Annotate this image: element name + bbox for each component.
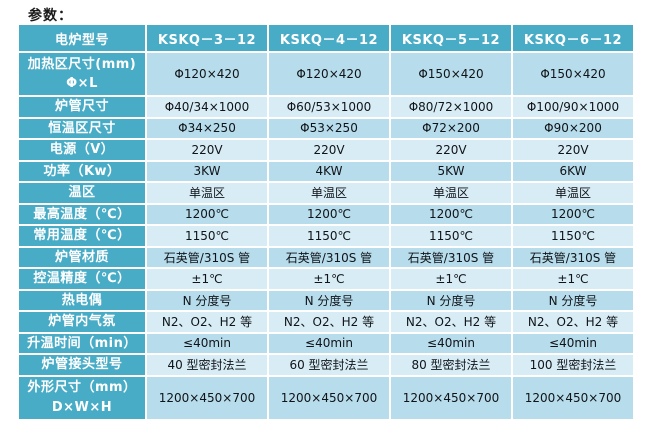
cell: N 分度号: [391, 290, 511, 310]
header-row: 电炉型号 KSKQ－3－12 KSKQ－4－12 KSKQ－5－12 KSKQ－…: [19, 25, 633, 51]
cell: 单温区: [147, 183, 267, 203]
row-label: 炉管材质: [19, 247, 145, 267]
cell: ≤40min: [513, 333, 633, 353]
cell: 220V: [391, 140, 511, 160]
table-row-heatup-time: 升温时间（min） ≤40min ≤40min ≤40min ≤40min: [19, 333, 633, 353]
cell: 1200×450×700: [513, 376, 633, 419]
cell: N 分度号: [269, 290, 389, 310]
furnace-specs-table: 电炉型号 KSKQ－3－12 KSKQ－4－12 KSKQ－5－12 KSKQ－…: [17, 23, 635, 421]
table-row-power-supply: 电源（V） 220V 220V 220V 220V: [19, 140, 633, 160]
cell: Φ80/72×1000: [391, 97, 511, 117]
table-row-temp-zones: 温区 单温区 单温区 单温区 单温区: [19, 183, 633, 203]
cell: 220V: [147, 140, 267, 160]
cell: 1200℃: [391, 204, 511, 224]
table-row-tube-flange-model: 炉管接头型号 40 型密封法兰 60 型密封法兰 80 型密封法兰 100 型密…: [19, 355, 633, 375]
cell: N2、O2、H2 等: [513, 312, 633, 332]
cell: 80 型密封法兰: [391, 355, 511, 375]
cell: Φ150×420: [513, 53, 633, 95]
col-header-kskq-5-12: KSKQ－5－12: [391, 25, 511, 51]
row-label: 温区: [19, 183, 145, 203]
cell: N2、O2、H2 等: [147, 312, 267, 332]
cell: 单温区: [269, 183, 389, 203]
cell: Φ120×420: [147, 53, 267, 95]
cell: Φ150×420: [391, 53, 511, 95]
cell: 3KW: [147, 161, 267, 181]
cell: ≤40min: [391, 333, 511, 353]
cell: Φ34×250: [147, 118, 267, 138]
cell: Φ72×200: [391, 118, 511, 138]
cell: 5KW: [391, 161, 511, 181]
cell: Φ40/34×1000: [147, 97, 267, 117]
row-label: 最高温度（℃）: [19, 204, 145, 224]
cell: 6KW: [513, 161, 633, 181]
table-row-max-temp: 最高温度（℃） 1200℃ 1200℃ 1200℃ 1200℃: [19, 204, 633, 224]
row-label: 功率（Kw）: [19, 161, 145, 181]
row-label: 炉管内气氛: [19, 312, 145, 332]
cell: 220V: [269, 140, 389, 160]
row-label: 升温时间（min）: [19, 333, 145, 353]
table-row-tube-atmosphere: 炉管内气氛 N2、O2、H2 等 N2、O2、H2 等 N2、O2、H2 等 N…: [19, 312, 633, 332]
cell: 1200℃: [269, 204, 389, 224]
cell: 1200×450×700: [147, 376, 267, 419]
col-header-kskq-3-12: KSKQ－3－12: [147, 25, 267, 51]
cell: N2、O2、H2 等: [269, 312, 389, 332]
cell: 1200×450×700: [391, 376, 511, 419]
cell: Φ53×250: [269, 118, 389, 138]
col-header-kskq-6-12: KSKQ－6－12: [513, 25, 633, 51]
cell: 1150℃: [513, 226, 633, 246]
col-header-model: 电炉型号: [19, 25, 145, 51]
cell: ±1℃: [147, 269, 267, 289]
row-label: 常用温度（℃）: [19, 226, 145, 246]
table-row-working-temp: 常用温度（℃） 1150℃ 1150℃ 1150℃ 1150℃: [19, 226, 633, 246]
cell: 1200×450×700: [269, 376, 389, 419]
cell: 60 型密封法兰: [269, 355, 389, 375]
row-label: 电源（V）: [19, 140, 145, 160]
row-label: 控温精度（℃）: [19, 269, 145, 289]
cell: Φ60/53×1000: [269, 97, 389, 117]
cell: 40 型密封法兰: [147, 355, 267, 375]
cell: 220V: [513, 140, 633, 160]
cell: N2、O2、H2 等: [391, 312, 511, 332]
cell: 单温区: [513, 183, 633, 203]
page-title: 参数：: [28, 8, 73, 24]
table-row-overall-dimensions: 外形尺寸（mm） D×W×H 1200×450×700 1200×450×700…: [19, 376, 633, 419]
col-header-kskq-4-12: KSKQ－4－12: [269, 25, 389, 51]
cell: Φ90×200: [513, 118, 633, 138]
row-label: 加热区尺寸(mm) Φ×L: [19, 53, 145, 95]
table-row-temp-accuracy: 控温精度（℃） ±1℃ ±1℃ ±1℃ ±1℃: [19, 269, 633, 289]
cell: Φ100/90×1000: [513, 97, 633, 117]
row-label: 炉管接头型号: [19, 355, 145, 375]
cell: 1200℃: [147, 204, 267, 224]
table-row-heating-zone-size: 加热区尺寸(mm) Φ×L Φ120×420 Φ120×420 Φ150×420…: [19, 53, 633, 95]
table-row-tube-size: 炉管尺寸 Φ40/34×1000 Φ60/53×1000 Φ80/72×1000…: [19, 97, 633, 117]
cell: ≤40min: [147, 333, 267, 353]
cell: 1150℃: [147, 226, 267, 246]
row-label: 热电偶: [19, 290, 145, 310]
cell: ≤40min: [269, 333, 389, 353]
cell: N 分度号: [513, 290, 633, 310]
cell: 100 型密封法兰: [513, 355, 633, 375]
table-row-constant-temp-zone: 恒温区尺寸 Φ34×250 Φ53×250 Φ72×200 Φ90×200: [19, 118, 633, 138]
cell: ±1℃: [269, 269, 389, 289]
cell: 单温区: [391, 183, 511, 203]
cell: Φ120×420: [269, 53, 389, 95]
cell: 石英管/310S 管: [391, 247, 511, 267]
table-row-thermocouple: 热电偶 N 分度号 N 分度号 N 分度号 N 分度号: [19, 290, 633, 310]
cell: 石英管/310S 管: [513, 247, 633, 267]
table-row-tube-material: 炉管材质 石英管/310S 管 石英管/310S 管 石英管/310S 管 石英…: [19, 247, 633, 267]
cell: 1150℃: [391, 226, 511, 246]
table-row-power: 功率（Kw） 3KW 4KW 5KW 6KW: [19, 161, 633, 181]
row-label: 恒温区尺寸: [19, 118, 145, 138]
row-label: 炉管尺寸: [19, 97, 145, 117]
cell: 1200℃: [513, 204, 633, 224]
cell: 石英管/310S 管: [147, 247, 267, 267]
cell: ±1℃: [513, 269, 633, 289]
cell: 1150℃: [269, 226, 389, 246]
cell: ±1℃: [391, 269, 511, 289]
cell: 4KW: [269, 161, 389, 181]
cell: N 分度号: [147, 290, 267, 310]
row-label: 外形尺寸（mm） D×W×H: [19, 376, 145, 419]
cell: 石英管/310S 管: [269, 247, 389, 267]
